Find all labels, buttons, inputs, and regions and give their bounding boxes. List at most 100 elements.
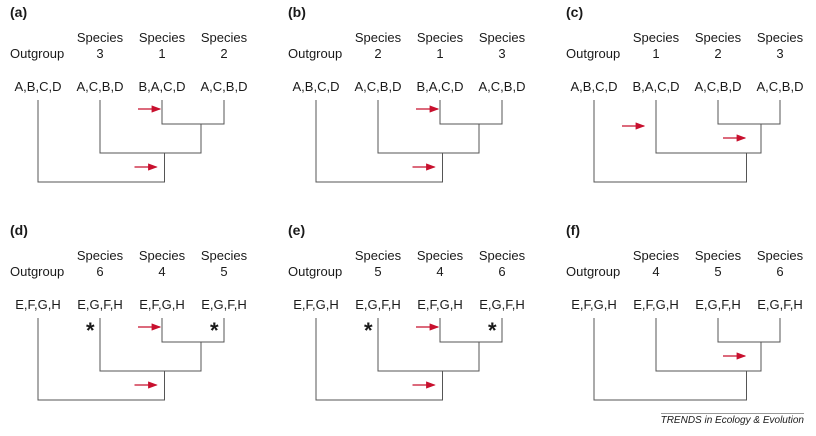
branch-outgroup-root: [593, 100, 747, 183]
species-number: 3: [776, 46, 784, 61]
branch-s1-clade: [377, 100, 480, 154]
species-heading: Species 5: [343, 248, 413, 280]
species-number: 3: [96, 46, 104, 61]
species-gene-order: A,C,B,D: [354, 79, 402, 94]
species-number: 5: [220, 264, 228, 279]
species-gene-order: E,F,G,H: [139, 297, 185, 312]
panel-c: (c) Outgroup A,B,C,D Species 1 B,A,C,D Species…: [556, 0, 816, 210]
outgroup-label: Outgroup: [288, 46, 343, 61]
outgroup-gene-order: E,F,G,H: [571, 297, 617, 312]
species-number: 2: [374, 46, 382, 61]
species-number: 6: [776, 264, 784, 279]
branch-s1-clade: [99, 100, 202, 154]
outgroup-label: Outgroup: [10, 46, 65, 61]
species-number: 5: [714, 264, 722, 279]
species-gene-order: A,C,B,D: [76, 79, 124, 94]
branch-pair-s2-s3: [439, 100, 503, 125]
journal-footer: TRENDS in Ecology & Evolution: [660, 413, 804, 426]
species-word: Species: [138, 30, 186, 45]
branch-s1-clade: [655, 318, 762, 372]
outgroup-label: Outgroup: [288, 264, 343, 279]
tree-diagram: [593, 100, 781, 183]
species-word: Species: [354, 248, 402, 263]
panel-label: (e): [288, 222, 306, 238]
species-word: Species: [76, 30, 124, 45]
species-word: Species: [200, 248, 248, 263]
species-word: Species: [200, 30, 248, 45]
outgroup-label: Outgroup: [566, 264, 621, 279]
tree-diagram: [37, 318, 225, 401]
panel-e: (e) Outgroup E,F,G,H Species 5 E,G,F,H Species…: [278, 218, 550, 428]
species-gene-order: A,C,B,D: [694, 79, 742, 94]
species-word: Species: [416, 248, 464, 263]
species-number: 6: [498, 264, 506, 279]
species-word: Species: [694, 248, 742, 263]
species-number: 5: [374, 264, 382, 279]
species-gene-order: A,C,B,D: [756, 79, 804, 94]
outgroup-gene-order: E,F,G,H: [15, 297, 61, 312]
branch-pair-s2-s3: [717, 318, 781, 343]
species-heading: Species 6: [467, 248, 537, 280]
panel-label: (f): [566, 222, 580, 238]
panel-label: (a): [10, 4, 28, 20]
species-word: Species: [416, 30, 464, 45]
asterisk-marker-s1: *: [364, 318, 373, 343]
outgroup-gene-order: A,B,C,D: [292, 79, 340, 94]
species-gene-order: E,G,F,H: [757, 297, 803, 312]
species-gene-order: B,A,C,D: [138, 79, 186, 94]
species-heading: Species 6: [745, 248, 815, 280]
species-heading: Species 1: [621, 30, 691, 62]
species-word: Species: [756, 30, 804, 45]
species-gene-order: B,A,C,D: [416, 79, 464, 94]
species-word: Species: [694, 30, 742, 45]
branch-pair-s2-s3: [717, 100, 781, 125]
branch-outgroup-root: [37, 100, 165, 183]
outgroup-gene-order: A,B,C,D: [570, 79, 618, 94]
species-word: Species: [632, 248, 680, 263]
species-heading: Species 5: [683, 248, 753, 280]
species-gene-order: E,G,F,H: [695, 297, 741, 312]
species-heading: Species 3: [467, 30, 537, 62]
branch-s1-clade: [99, 318, 202, 372]
outgroup-gene-order: E,F,G,H: [293, 297, 339, 312]
tree-diagram: [593, 318, 781, 401]
species-gene-order: A,C,B,D: [200, 79, 248, 94]
branch-s1-clade: [377, 318, 480, 372]
tree-diagram: [37, 100, 225, 183]
species-number: 4: [158, 264, 166, 279]
branch-pair-s2-s3: [161, 100, 225, 125]
panel-b: (b) Outgroup A,B,C,D Species 2 A,C,B,D Species…: [278, 0, 550, 210]
species-number: 1: [158, 46, 166, 61]
branch-outgroup-root: [37, 318, 165, 401]
species-number: 6: [96, 264, 104, 279]
branch-outgroup-root: [593, 318, 747, 401]
species-heading: Species 5: [189, 248, 259, 280]
panel-label: (b): [288, 4, 306, 20]
species-gene-order: E,F,G,H: [417, 297, 463, 312]
species-heading: Species 2: [189, 30, 259, 62]
asterisk-marker-s1: *: [86, 318, 95, 343]
species-word: Species: [756, 248, 804, 263]
species-word: Species: [632, 30, 680, 45]
species-word: Species: [478, 30, 526, 45]
species-gene-order: E,G,F,H: [479, 297, 525, 312]
species-heading: Species 4: [405, 248, 475, 280]
species-heading: Species 4: [621, 248, 691, 280]
species-number: 4: [436, 264, 444, 279]
branch-outgroup-root: [315, 318, 443, 401]
species-gene-order: E,G,F,H: [201, 297, 247, 312]
species-heading: Species 1: [405, 30, 475, 62]
species-word: Species: [478, 248, 526, 263]
species-gene-order: E,G,F,H: [77, 297, 123, 312]
branch-pair-s2-s3: [161, 318, 225, 343]
species-heading: Species 3: [745, 30, 815, 62]
species-heading: Species 3: [65, 30, 135, 62]
species-gene-order: B,A,C,D: [632, 79, 680, 94]
species-gene-order: E,F,G,H: [633, 297, 679, 312]
outgroup-gene-order: A,B,C,D: [14, 79, 62, 94]
panel-f: (f) Outgroup E,F,G,H Species 4 E,F,G,H Species…: [556, 218, 816, 428]
branch-pair-s2-s3: [439, 318, 503, 343]
species-number: 3: [498, 46, 506, 61]
species-word: Species: [138, 248, 186, 263]
tree-diagram: [315, 100, 503, 183]
